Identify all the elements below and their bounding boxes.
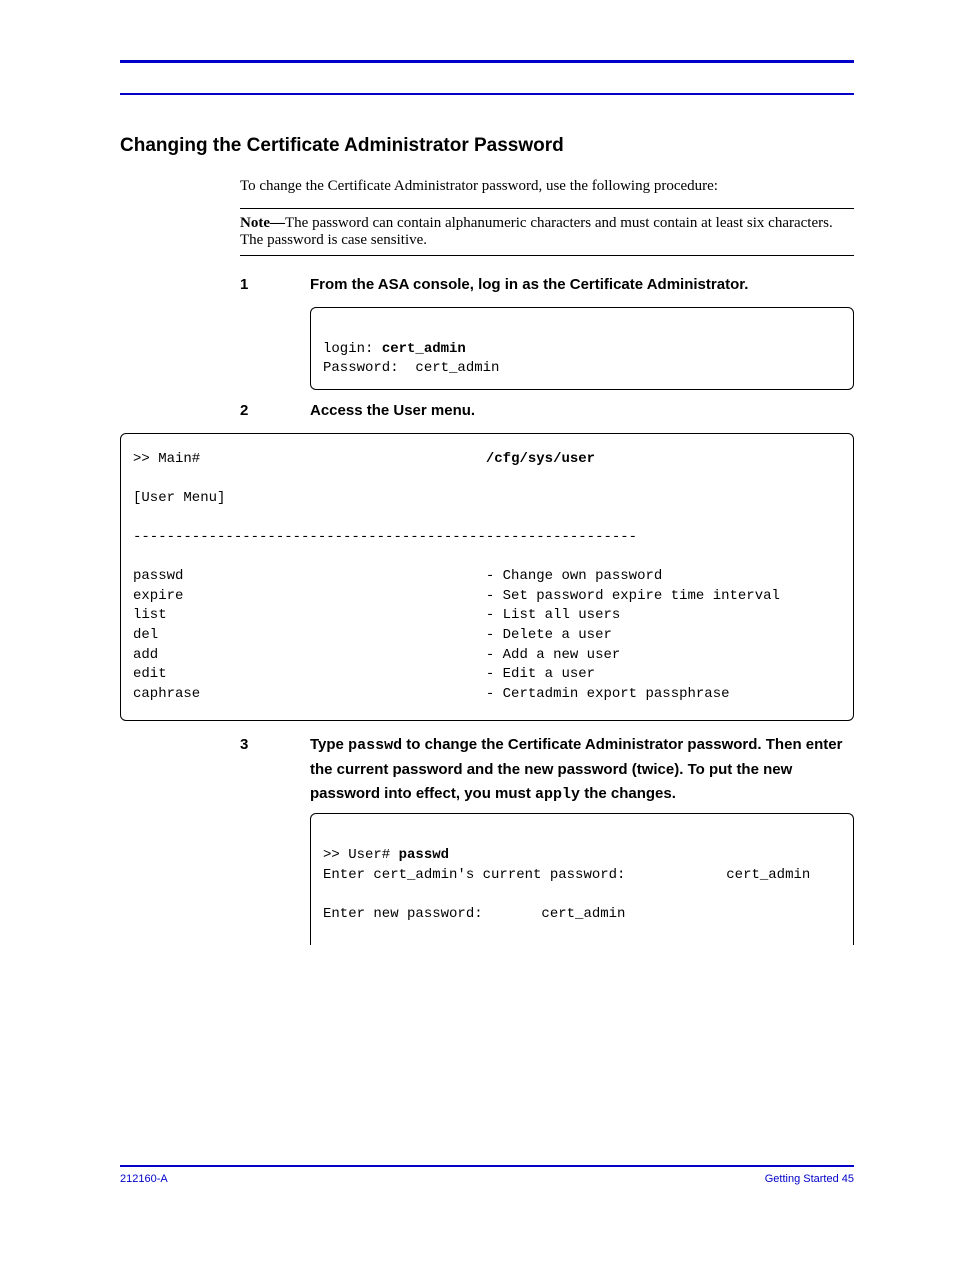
code-text: login: [323, 341, 382, 357]
step-2-num: 2 [240, 402, 310, 419]
footer-rule [120, 1165, 854, 1167]
step-1-text: From the ASA console, log in as the Cert… [310, 276, 748, 293]
step-3-apply: apply [535, 786, 580, 803]
page: Changing the Certificate Administrator P… [0, 0, 954, 1225]
code-text: passwd [399, 847, 449, 863]
step-1-num: 1 [240, 276, 310, 293]
code-text: Enter new password: cert_admin [323, 906, 625, 922]
note-label: Note— [240, 215, 285, 231]
step-3-num: 3 [240, 733, 310, 757]
code-text: cert_admin [382, 341, 466, 357]
second-rule [120, 93, 854, 95]
step-3-text-a: Type [310, 736, 348, 753]
note-text: The password can contain alphanumeric ch… [240, 215, 833, 248]
user-menu-codebox: >> Main# /cfg/sys/user [User Menu] -----… [120, 433, 854, 722]
step-1-codebox: login: cert_admin Password: cert_admin [310, 307, 854, 390]
step-2-text: Access the User menu. [310, 402, 475, 419]
top-rule [120, 60, 854, 63]
step-3-codebox: >> User# passwd Enter cert_admin's curre… [310, 813, 854, 944]
code-text: >> User# [323, 847, 399, 863]
footer-left: 212160-A [120, 1173, 168, 1185]
step-2-row: 2 Access the User menu. [240, 402, 854, 419]
step-3-cmd: passwd [348, 737, 402, 754]
footer-right: Getting Started 45 [765, 1173, 854, 1185]
step-1-row: 1 From the ASA console, log in as the Ce… [240, 276, 854, 293]
step-3-text-e: the changes. [580, 785, 676, 802]
code-text: Enter cert_admin's current password: cer… [323, 867, 810, 883]
footer: 212160-A Getting Started 45 [120, 1173, 854, 1185]
note-bottom-rule [240, 255, 854, 256]
running-header [120, 73, 854, 87]
section-heading: Changing the Certificate Administrator P… [120, 135, 854, 157]
intro-text: To change the Certificate Administrator … [240, 175, 854, 198]
step-3-row: 3Type passwd to change the Certificate A… [310, 733, 854, 807]
code-text: Password: cert_admin [323, 360, 499, 376]
note-block: Note—The password can contain alphanumer… [240, 209, 854, 255]
